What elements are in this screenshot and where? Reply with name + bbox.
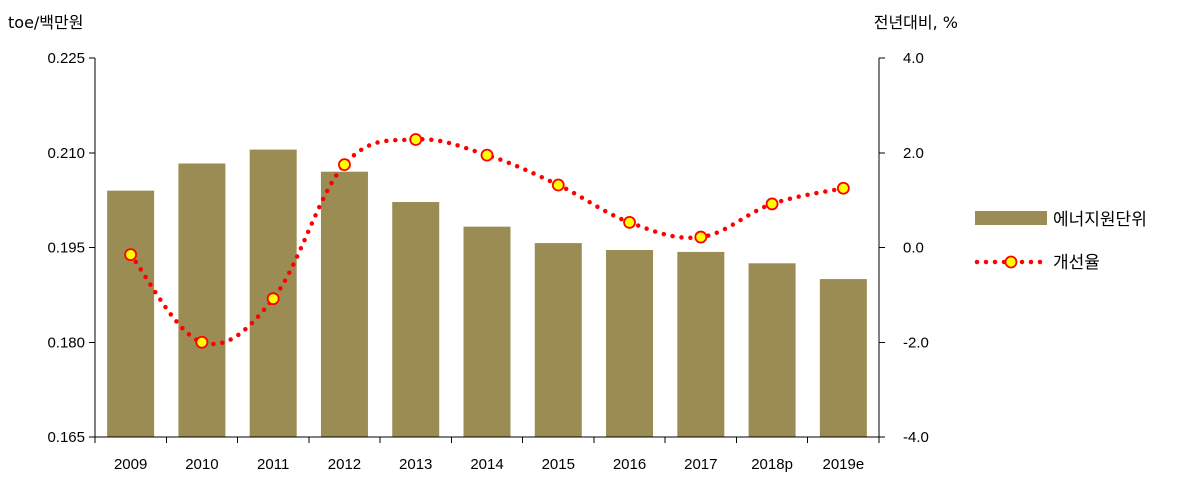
bar-2017 xyxy=(677,251,725,437)
left-tick-label: 0.225 xyxy=(47,50,85,67)
x-tick-label-2018p: 2018p xyxy=(751,456,793,473)
left-tick-label: 0.165 xyxy=(47,429,85,446)
bar-2016 xyxy=(606,250,654,437)
legend-swatch-energy-intensity xyxy=(975,211,1047,225)
left-tick-label: 0.195 xyxy=(47,240,85,257)
bar-2014 xyxy=(463,226,511,437)
legend-label-improvement-rate: 개선율 xyxy=(1053,253,1100,273)
improvement-rate-point-2016 xyxy=(623,215,636,229)
improvement-rate-line xyxy=(128,137,846,347)
x-tick-label-2017: 2017 xyxy=(684,456,717,473)
axes: 0.225 0.210 0.195 0.180 0.165 4.0 2.0 0.0 -2.0 -4… xyxy=(8,13,958,473)
right-tick-label: 0.0 xyxy=(903,240,924,257)
right-tick-label: 2.0 xyxy=(903,145,924,162)
left-axis-unit-label: toe/백만원 xyxy=(8,13,83,32)
line-series xyxy=(124,133,850,349)
x-tick-label-2009: 2009 xyxy=(114,456,147,473)
x-tick-label-2014: 2014 xyxy=(470,456,503,473)
improvement-rate-point-2019e xyxy=(836,181,850,195)
x-tick-label-2016: 2016 xyxy=(613,456,646,473)
improvement-rate-point-2012 xyxy=(338,158,351,171)
improvement-rate-point-2009 xyxy=(124,248,138,262)
left-tick-label: 0.180 xyxy=(47,334,85,351)
improvement-rate-point-2010 xyxy=(195,335,209,349)
bar-2012 xyxy=(320,171,368,437)
improvement-rate-point-2015 xyxy=(551,178,565,192)
x-tick-label-2015: 2015 xyxy=(542,456,575,473)
right-tick-label: 4.0 xyxy=(903,50,924,67)
bar-2015 xyxy=(534,243,582,437)
right-tick-label: -2.0 xyxy=(903,334,929,351)
bar-2019e xyxy=(819,279,867,437)
bar-2013 xyxy=(392,202,440,437)
x-tick-label-2013: 2013 xyxy=(399,456,432,473)
legend-label-energy-intensity: 에너지원단위 xyxy=(1053,210,1147,230)
x-tick-label-2010: 2010 xyxy=(185,456,218,473)
improvement-rate-point-2014 xyxy=(480,148,494,162)
bar-2018p xyxy=(748,263,796,437)
bar-2009 xyxy=(107,190,155,437)
improvement-rate-point-2013 xyxy=(409,133,423,146)
improvement-rate-point-2017 xyxy=(694,230,708,244)
improvement-rate-point-2018p xyxy=(765,197,779,211)
x-tick-label-2019e: 2019e xyxy=(823,456,865,473)
x-tick-label-2012: 2012 xyxy=(328,456,361,473)
bar-2010 xyxy=(178,163,226,437)
right-tick-label: -4.0 xyxy=(903,429,929,446)
right-axis-unit-label: 전년대비, % xyxy=(874,13,958,32)
legend-swatch-improvement-rate-marker xyxy=(1004,255,1018,269)
x-tick-label-2011: 2011 xyxy=(257,456,289,473)
left-tick-label: 0.210 xyxy=(47,145,85,162)
bar-series xyxy=(107,149,867,437)
improvement-rate-point-2011 xyxy=(266,292,280,306)
